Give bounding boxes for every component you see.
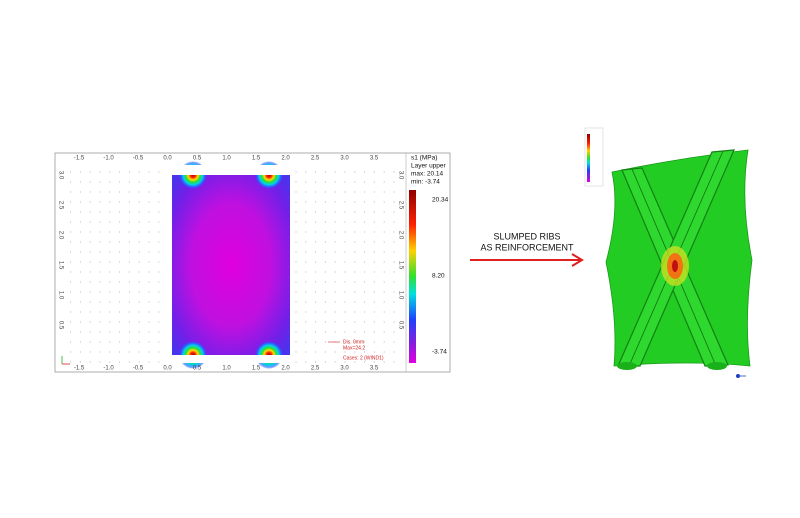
y-tick-label: 2.0 <box>57 231 63 240</box>
mask <box>172 165 290 175</box>
x-tick-label: 2.5 <box>311 366 320 372</box>
3d-model <box>584 127 753 378</box>
x-tick-label: 2.5 <box>311 156 320 162</box>
color-scale <box>409 190 416 363</box>
mask <box>166 160 170 370</box>
x-tick-label: 1.5 <box>252 156 261 162</box>
x-tick-label: 2.0 <box>281 156 290 162</box>
y-tick-label: 0.5 <box>397 321 403 330</box>
x-tick-label: -1.0 <box>103 156 114 162</box>
y-tick-label: 1.0 <box>397 291 403 300</box>
x-tick-label: 3.5 <box>370 366 379 372</box>
caption: SLUMPED RIBS <box>493 231 560 241</box>
x-tick-label: -1.5 <box>74 156 85 162</box>
x-tick-label: 3.0 <box>340 156 349 162</box>
legend-max: max: 20.14 <box>411 171 444 178</box>
y-tick-label: 0.5 <box>57 321 63 330</box>
scale-label: 20.34 <box>432 197 449 204</box>
x-tick-label: 3.0 <box>340 366 349 372</box>
y-tick-label: 3.0 <box>397 171 403 180</box>
x-tick-label: -1.5 <box>74 366 85 372</box>
annotation: Cases: 2 (WIND1) <box>343 355 384 361</box>
legend-min: min: -3.74 <box>411 179 440 186</box>
y-tick-label: 3.0 <box>57 171 63 180</box>
scale-label: -3.74 <box>432 349 447 356</box>
x-tick-label: 0.0 <box>163 156 172 162</box>
arrow <box>470 253 584 267</box>
x-tick-label: -0.5 <box>133 366 144 372</box>
legend-layer: Layer upper <box>411 163 447 170</box>
y-tick-label: 1.0 <box>57 291 63 300</box>
y-tick-label: 1.5 <box>397 261 403 270</box>
x-tick-label: 2.0 <box>281 366 290 372</box>
x-tick-label: 0.0 <box>163 366 172 372</box>
y-tick-label: 2.5 <box>397 201 403 210</box>
annotation: Max=24.2 <box>343 345 365 351</box>
legend-title: s1 (MPa) <box>411 155 437 162</box>
y-tick-label: 2.0 <box>397 231 403 240</box>
fea-panel: s1 (MPa) Layer upper max: 20.14 min: -3.… <box>54 152 451 373</box>
x-tick-label: -1.0 <box>103 366 114 372</box>
y-tick-label: 2.5 <box>57 201 63 210</box>
x-tick-label: 1.0 <box>222 366 231 372</box>
axis-icon <box>61 356 70 365</box>
scale-label: 8.20 <box>432 273 445 280</box>
mask <box>172 355 290 363</box>
y-tick-label: 1.5 <box>57 261 63 270</box>
caption: AS REINFORCEMENT <box>480 242 574 252</box>
x-tick-label: 0.5 <box>193 156 202 162</box>
plate <box>172 175 290 355</box>
x-tick-label: 1.5 <box>252 366 261 372</box>
x-tick-label: 3.5 <box>370 156 379 162</box>
x-tick-label: 1.0 <box>222 156 231 162</box>
mask <box>290 160 294 370</box>
x-tick-label: -0.5 <box>133 156 144 162</box>
annotation: Dis. 0mm <box>343 339 364 345</box>
x-tick-label: 0.5 <box>193 366 202 372</box>
